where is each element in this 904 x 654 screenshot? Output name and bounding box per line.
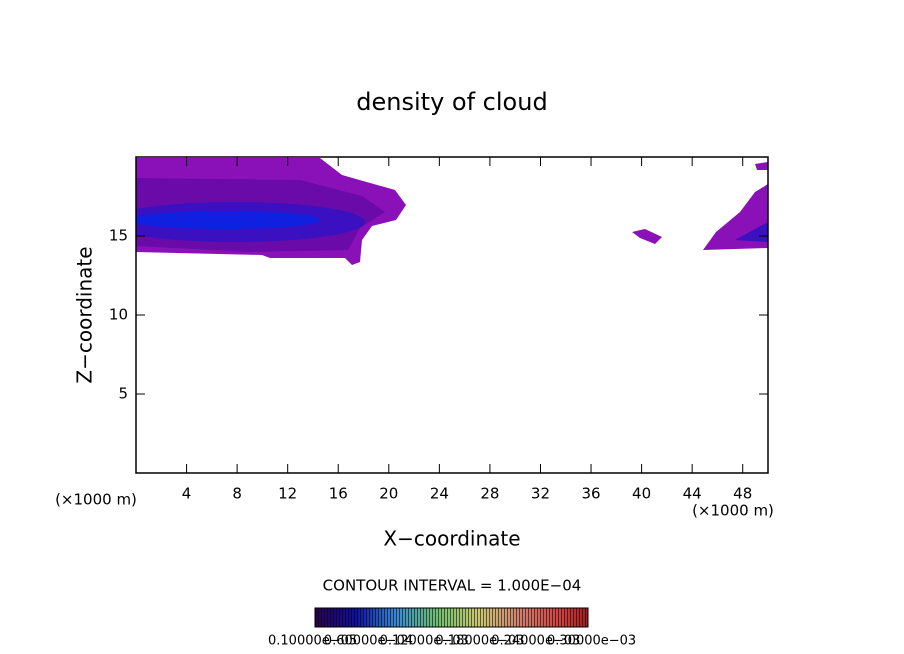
x-tick-label: 20	[379, 485, 398, 503]
x-tick-label: 40	[632, 485, 651, 503]
x-tick-label: 24	[430, 485, 449, 503]
x-tick-label: 16	[329, 485, 348, 503]
contour-region	[735, 222, 768, 242]
x-tick-label: 8	[232, 485, 242, 503]
colorbar-label: 0.12000e−03	[380, 634, 469, 649]
contour-region	[632, 229, 662, 244]
colorbar-label: 0.24000e−03	[491, 634, 580, 649]
y-unit: (×1000 m)	[55, 491, 137, 509]
contour-region	[136, 211, 320, 229]
colorbar-label: 0.60000e−04	[324, 634, 413, 649]
x-tick-label: 4	[182, 485, 192, 503]
x-tick-label: 28	[480, 485, 499, 503]
y-tick-label: 15	[109, 227, 128, 245]
x-tick-label: 36	[581, 485, 600, 503]
colorbar-label: 0.10000e−05	[268, 634, 357, 649]
y-tick-label: 5	[118, 385, 128, 403]
x-axis-label: X−coordinate	[383, 527, 520, 551]
colorbar-label: 0.30000e−03	[547, 634, 636, 649]
colorbar-stripes	[314, 607, 589, 628]
x-tick-label: 44	[683, 485, 702, 503]
chart-title: density of cloud	[356, 88, 547, 116]
x-tick-label: 48	[733, 485, 752, 503]
contour-interval: CONTOUR INTERVAL = 1.000E−04	[323, 577, 582, 595]
x-unit: (×1000 m)	[692, 502, 774, 520]
contour-region	[755, 162, 768, 170]
y-axis-label: Z−coordinate	[73, 246, 97, 383]
y-tick-label: 10	[109, 306, 128, 324]
x-tick-label: 32	[531, 485, 550, 503]
colorbar-label: 0.18000e−03	[435, 634, 524, 649]
contour-field	[136, 158, 768, 265]
x-tick-label: 12	[278, 485, 297, 503]
